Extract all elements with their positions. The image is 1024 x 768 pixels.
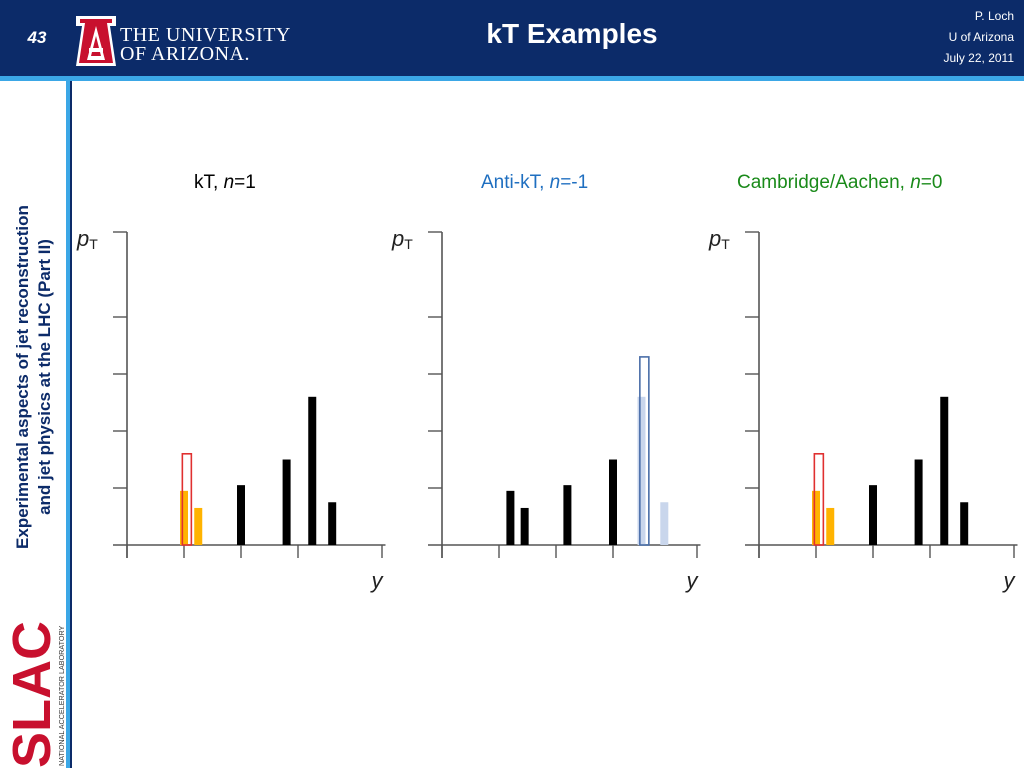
panel-title-ca-suffix: =0 (920, 172, 943, 193)
panel-title-kt-var: n (223, 172, 235, 193)
panel-1-bar-4-light-blue (637, 396, 646, 545)
panel-title-ca-var: n (910, 172, 921, 193)
panel-title-ca-prefix: Cambridge/Aachen, (737, 172, 911, 193)
panel-title-antikt-suffix: =-1 (560, 172, 589, 193)
panel-0-bar-1-orange (194, 507, 203, 545)
header-bar: 43 THE UNIVERSITY OF ARIZONA. kT Example… (0, 0, 1024, 76)
panel-1-bar-5-light-blue (660, 502, 669, 545)
panel-title-kt-suffix: =1 (234, 172, 256, 193)
sidebar-accent-line (66, 81, 70, 768)
panel-1-bar-0-black (506, 490, 515, 545)
panel-2-bar-4-black (914, 459, 923, 545)
panel-1-bar-1-black (520, 507, 529, 545)
panel-2-y-label: pT (708, 226, 730, 252)
panel-1-y-label: pT (391, 226, 413, 252)
panel-0-bar-3-black (237, 485, 245, 545)
panel-title-ca: Cambridge/Aachen, n=0 (737, 172, 942, 194)
university-name-line2: OF ARIZONA. (120, 43, 250, 65)
panel-title-antikt-prefix: Anti-kT, (481, 172, 550, 193)
slac-lab-name: NATIONAL ACCELERATOR LABORATORY (57, 625, 66, 766)
university-logo: THE UNIVERSITY OF ARIZONA. (72, 14, 290, 70)
university-name-line1: THE UNIVERSITY (120, 24, 291, 46)
header-accent-line (0, 76, 1024, 81)
panel-2-x-label: y (1002, 568, 1017, 593)
sidebar-dark-line (70, 81, 72, 768)
panel-title-kt: kT, n=1 (194, 172, 256, 194)
slac-logo-text: SLAC (2, 621, 62, 768)
panel-0-bar-5-black (308, 396, 317, 545)
slac-logo: SLAC NATIONAL ACCELERATOR LABORATORY (2, 621, 66, 768)
panel-title-antikt: Anti-kT, n=-1 (481, 172, 588, 194)
panel-2-bar-0-orange (812, 490, 820, 545)
slide-title: kT Examples (486, 18, 658, 49)
presentation-date: July 22, 2011 (943, 51, 1015, 65)
panel-2-bar-5-black (940, 396, 949, 545)
panel-2-bar-2-red-outline (813, 452, 825, 546)
university-a-icon (76, 16, 116, 66)
author-info: P. Loch U of Arizona July 22, 2011 (944, 6, 1015, 69)
panel-1-bar-6-blue-outline (639, 356, 650, 546)
panel-0-bar-4-black (282, 459, 291, 545)
panel-2-bar-3-black (869, 485, 877, 545)
panel-title-antikt-var: n (549, 172, 561, 193)
author-name: P. Loch (974, 9, 1014, 23)
panel-0-bar-2-red-outline (181, 452, 193, 546)
panel-title-kt-prefix: kT, (194, 172, 224, 193)
author-affiliation: U of Arizona (948, 30, 1014, 44)
panel-0-x-label: y (370, 568, 385, 593)
panel-1-x-label: y (685, 568, 700, 593)
panel-1-bar-2-black (563, 485, 572, 545)
panel-2-bar-6-black (960, 502, 969, 545)
panel-0-y-label: pT (76, 226, 98, 252)
slide-number: 43 (27, 28, 47, 47)
panel-0-bar-0-orange (180, 490, 188, 545)
panel-0-bar-6-black (328, 502, 337, 545)
left-sidebar: Experimental aspects of jet reconstructi… (0, 81, 66, 768)
panel-2-bar-1-orange (826, 507, 835, 545)
panel-1-bar-3-black (609, 459, 617, 545)
